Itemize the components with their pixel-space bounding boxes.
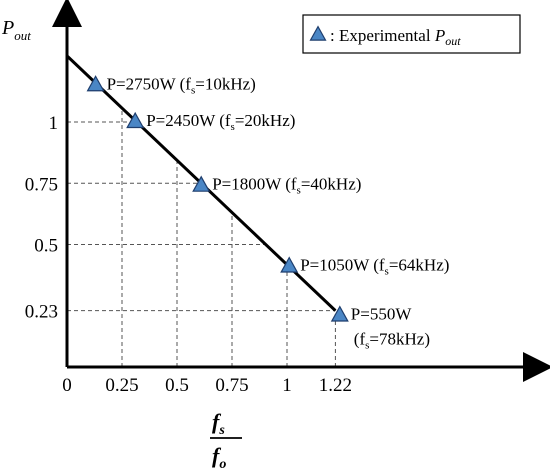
y-tick-label-3: 1: [49, 113, 59, 134]
legend-label: : Experimental Pout: [330, 26, 461, 48]
data-label-4: P=550W: [351, 305, 413, 324]
x-tick-label-3: 0.75: [215, 375, 248, 396]
label-layer: P=2750W (fs=10kHz) P=2450W (fs=20kHz) P=18…: [107, 74, 450, 351]
data-label-3: P=1050W (fs=64kHz): [300, 256, 449, 278]
x-tick-label-0: 0: [62, 375, 72, 396]
y-tick-label-1: 0.5: [34, 236, 58, 257]
x-axis-label-numerator: fs: [212, 409, 225, 438]
point-layer: [86, 75, 349, 322]
legend-layer: : Experimental Pout: [302, 14, 521, 54]
grid-layer: [67, 108, 336, 367]
data-label-4-line2: (fs=78kHz): [354, 330, 430, 352]
x-tick-label-5: 1.22: [319, 375, 352, 396]
data-point-0: [86, 75, 105, 92]
x-tick-label-4: 1: [282, 375, 292, 396]
x-axis-label-denominator: fo: [212, 443, 226, 472]
x-tick-label-2: 0.5: [165, 375, 189, 396]
y-tick-label-0: 0.23: [25, 302, 58, 323]
y-axis-label: Pout: [1, 17, 31, 43]
data-point-4: [330, 305, 349, 322]
data-label-0: P=2750W (fs=10kHz): [107, 74, 256, 96]
data-point-3: [280, 256, 299, 273]
data-label-2: P=1800W (fs=40kHz): [212, 175, 361, 197]
legend-marker: [309, 25, 327, 41]
data-label-1: P=2450W (fs=20kHz): [146, 111, 295, 133]
x-tick-label-1: 0.25: [105, 375, 138, 396]
data-point-2: [192, 175, 211, 192]
legend-box: [302, 14, 521, 54]
y-tick-label-2: 0.75: [25, 174, 58, 195]
data-point-1: [126, 111, 145, 129]
